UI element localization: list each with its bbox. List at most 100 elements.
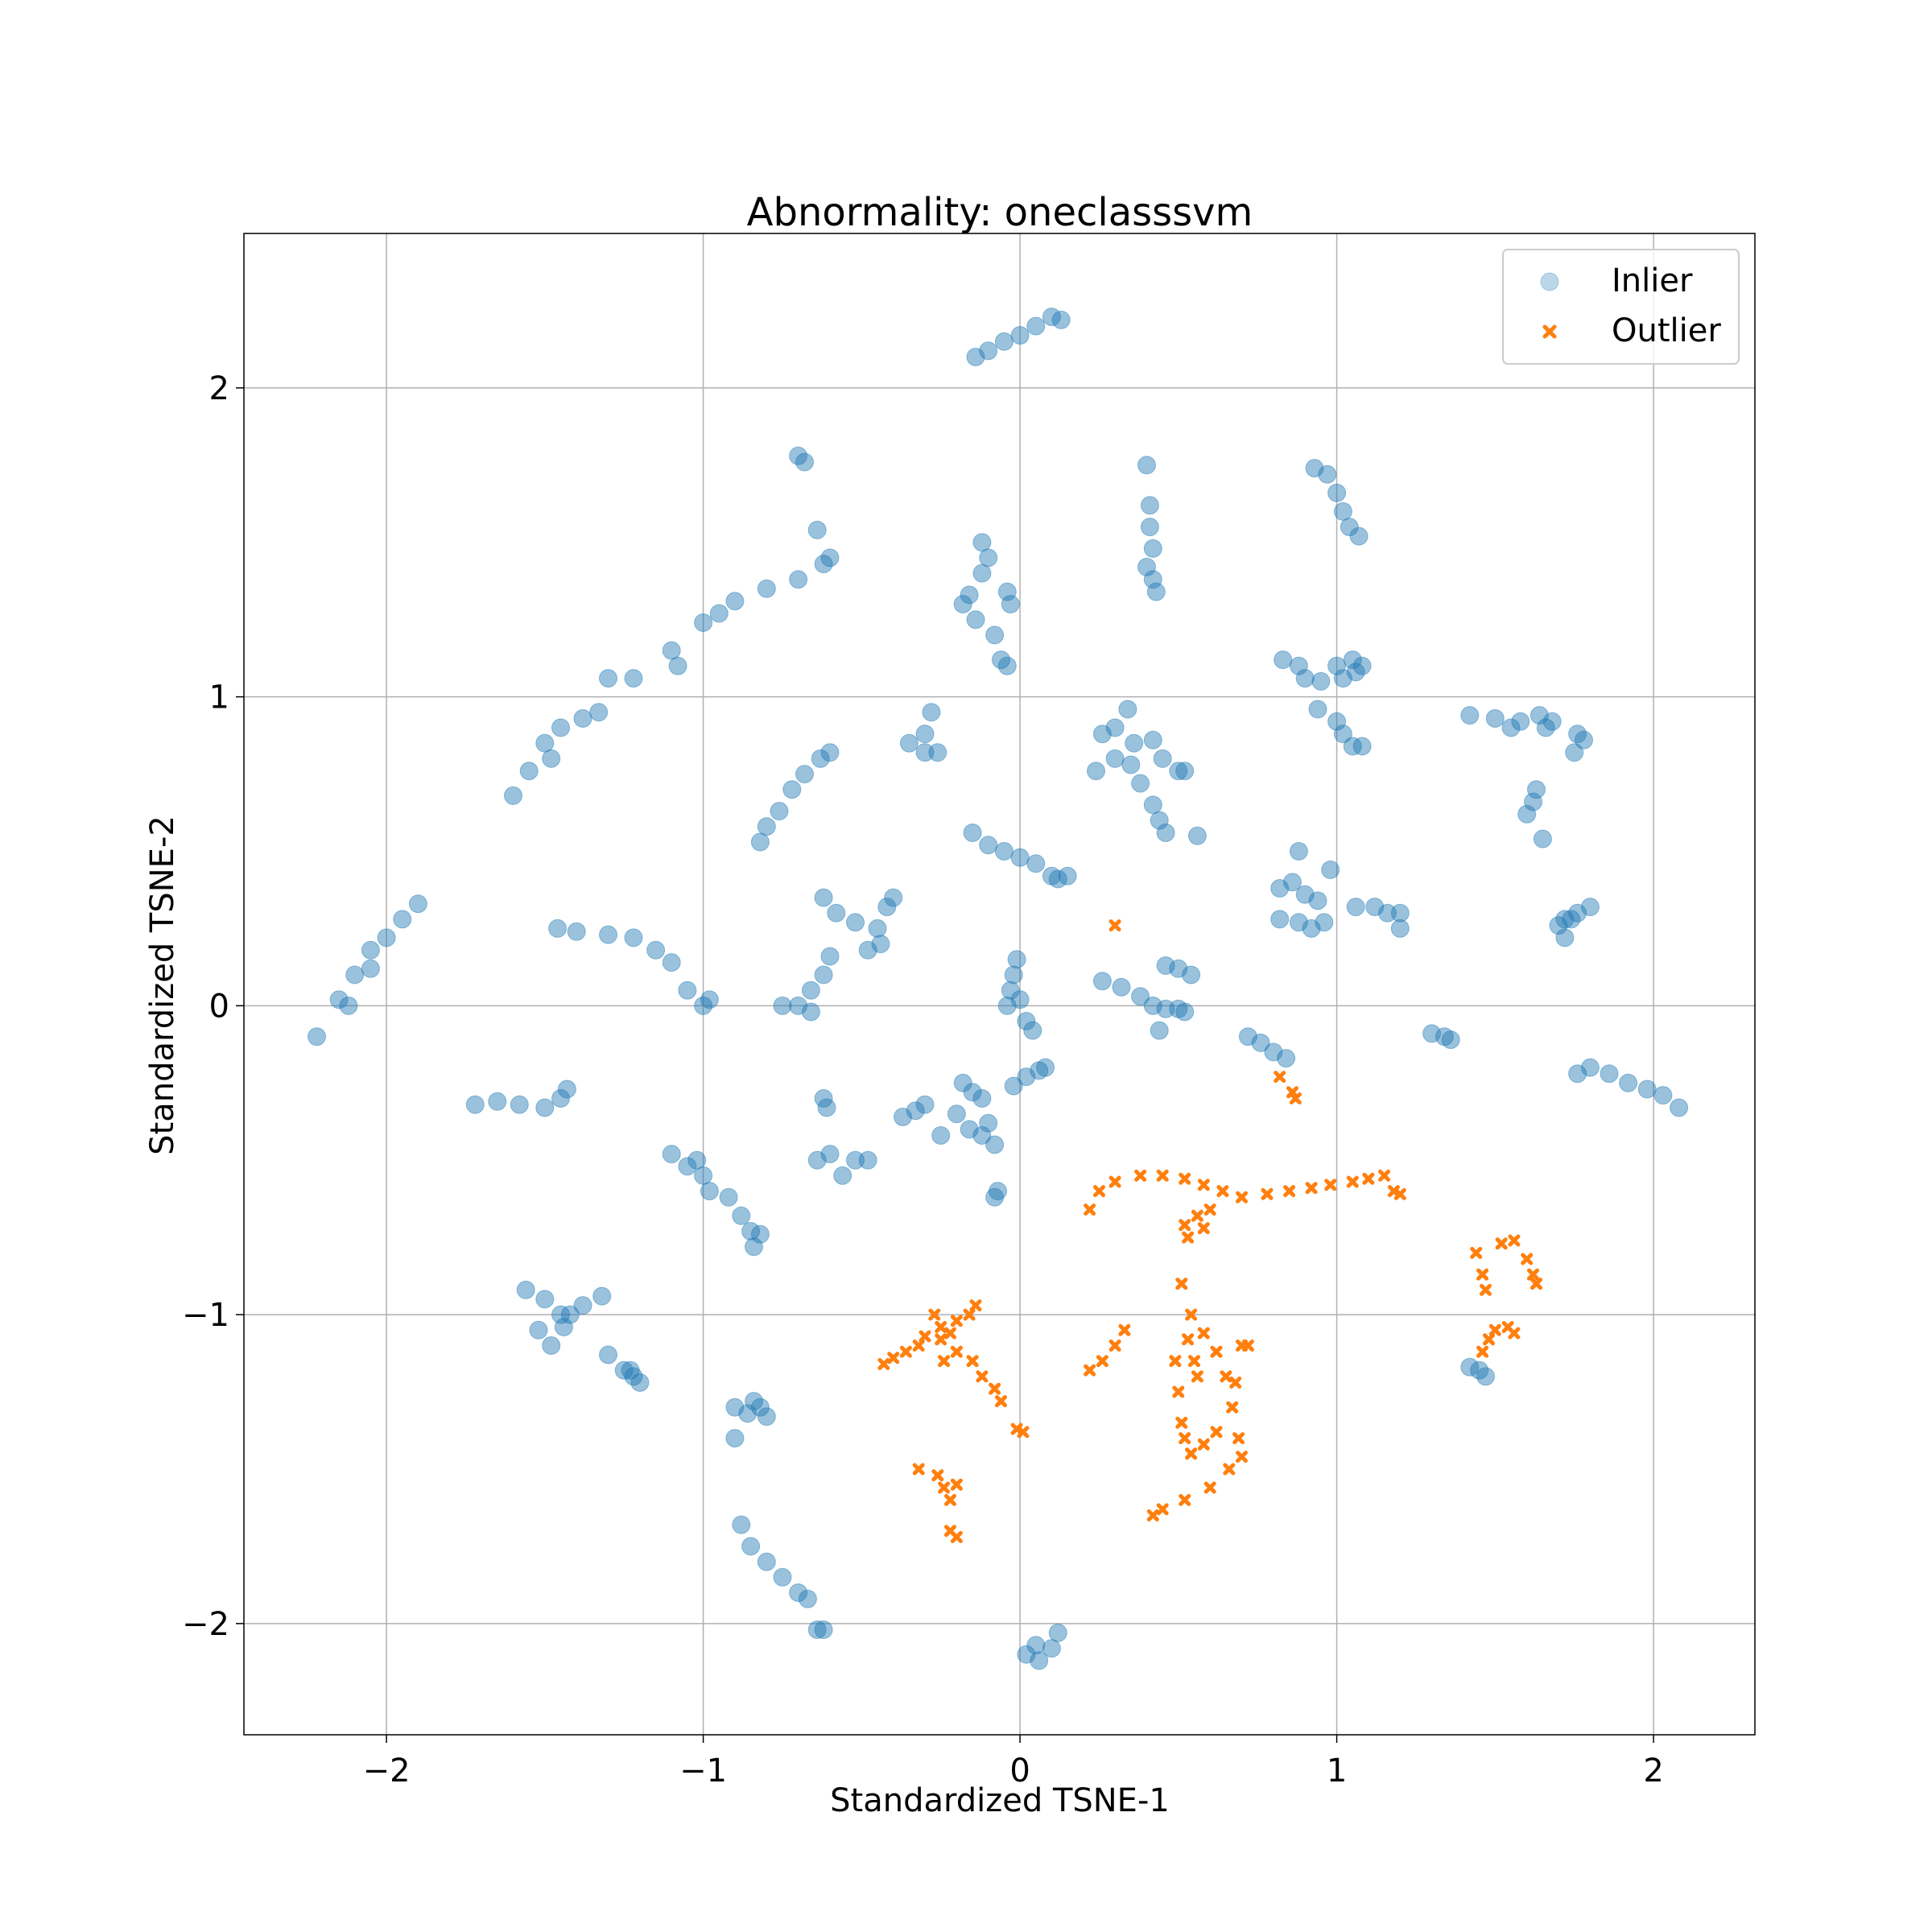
outlier-point: [1179, 1432, 1191, 1445]
outlier-point: [899, 1345, 912, 1358]
inlier-point: [1026, 1636, 1046, 1655]
x-axis-label: Standardized TSNE-1: [830, 1782, 1170, 1819]
inlier-point: [1568, 903, 1587, 923]
y-tick-label: 0: [209, 988, 229, 1025]
outlier-point: [912, 1340, 925, 1352]
inlier-point: [621, 1360, 640, 1380]
outlier-point: [1220, 1370, 1232, 1383]
inlier-point: [979, 548, 998, 568]
outlier-point: [1530, 1278, 1542, 1290]
inlier-point: [871, 935, 890, 954]
inlier-point: [922, 703, 941, 722]
outlier-point: [1156, 1503, 1169, 1516]
inlier-point: [694, 1166, 713, 1185]
inlier-point: [687, 1150, 707, 1170]
inlier-point: [1308, 700, 1327, 719]
inlier-point: [678, 980, 697, 1000]
inlier-point: [1333, 724, 1352, 744]
inlier-point: [465, 1095, 485, 1114]
inlier-point: [1153, 749, 1172, 768]
inlier-point: [1156, 999, 1175, 1018]
inlier-point: [1238, 1027, 1257, 1046]
inlier-point: [662, 1145, 681, 1164]
inlier-point: [1346, 898, 1365, 917]
outlier-point: [1185, 1447, 1198, 1460]
inlier-point: [1530, 706, 1549, 725]
outlier-point: [969, 1299, 982, 1312]
inlier-point: [624, 669, 643, 688]
inlier-point: [1277, 1049, 1296, 1068]
inlier-point: [1302, 919, 1321, 938]
inlier-point: [1017, 1067, 1036, 1087]
inlier-point: [966, 610, 985, 630]
inlier-point: [1026, 854, 1046, 873]
inlier-point: [1105, 749, 1125, 768]
inlier-point: [1048, 1623, 1067, 1642]
inlier-point: [1441, 1030, 1460, 1050]
inlier-point: [833, 1166, 852, 1185]
outlier-point: [950, 1345, 963, 1358]
outlier-point: [1226, 1401, 1239, 1414]
inlier-point: [1476, 1367, 1495, 1386]
inlier-point: [1137, 456, 1156, 475]
outlier-point: [944, 1493, 956, 1506]
outlier-point: [919, 1330, 931, 1343]
outlier-point: [963, 1308, 976, 1321]
inlier-point: [757, 1407, 776, 1426]
legend-outlier-label: Outlier: [1612, 312, 1721, 349]
inlier-point: [994, 332, 1013, 351]
outlier-point: [1229, 1377, 1242, 1389]
inlier-point: [1048, 869, 1067, 889]
inlier-point: [510, 1095, 529, 1114]
inlier-point: [807, 1150, 827, 1170]
inlier-point: [1023, 1021, 1042, 1040]
outlier-point: [1172, 1385, 1185, 1398]
inlier-point: [782, 780, 802, 799]
inlier-point: [1118, 700, 1137, 719]
inlier-point: [1143, 795, 1162, 815]
outlier-point: [1179, 1493, 1191, 1506]
outlier-point: [1169, 1355, 1182, 1368]
outlier-point: [1017, 1426, 1030, 1439]
inlier-point: [1058, 866, 1077, 886]
inlier-point: [1001, 980, 1020, 1000]
y-tick-label: 1: [209, 679, 229, 716]
inlier-point: [668, 656, 687, 675]
inlier-point: [1580, 1058, 1600, 1077]
y-tick-label: −2: [182, 1606, 229, 1643]
outlier-point: [1488, 1323, 1501, 1336]
inlier-point: [1051, 310, 1071, 329]
inlier-point: [345, 965, 365, 985]
inlier-point: [529, 1320, 548, 1340]
inlier-point: [519, 762, 539, 781]
outlier-point: [1108, 1175, 1121, 1188]
outlier-point: [1476, 1268, 1489, 1281]
inlier-point: [1555, 928, 1575, 947]
inlier-point: [817, 1098, 836, 1117]
inlier-point: [1327, 656, 1347, 675]
inlier-point: [773, 996, 792, 1015]
inlier-point: [1340, 518, 1359, 537]
outlier-point: [1175, 1416, 1188, 1429]
inlier-point: [963, 1083, 982, 1102]
inlier-point: [972, 564, 992, 583]
inlier-point: [789, 570, 808, 589]
inlier-point: [557, 1080, 576, 1099]
inlier-point: [535, 1290, 555, 1309]
outlier-point: [1210, 1345, 1223, 1358]
inlier-point: [624, 928, 643, 947]
inlier-point: [377, 928, 396, 947]
inlier-point: [1131, 987, 1150, 1006]
inlier-point: [997, 656, 1017, 675]
inlier-point: [1315, 913, 1334, 932]
inlier-point: [504, 786, 522, 805]
inlier-point: [551, 1305, 570, 1324]
inlier-point: [877, 898, 897, 917]
inlier-point: [1143, 730, 1162, 749]
inlier-point: [1390, 919, 1410, 938]
inlier-point: [1146, 582, 1166, 601]
inlier-point: [757, 579, 776, 598]
inlier-point: [997, 996, 1017, 1015]
inlier-point: [1156, 956, 1175, 975]
outlier-point: [1179, 1172, 1191, 1185]
